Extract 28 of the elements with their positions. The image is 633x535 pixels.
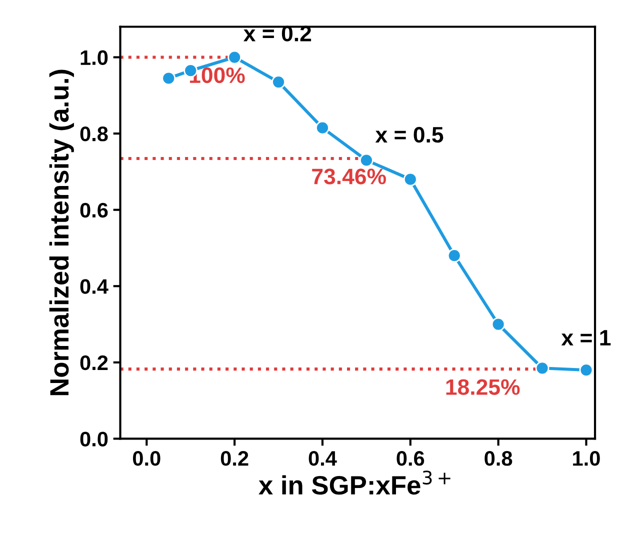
y-tick-label: 1.0 (80, 50, 108, 66)
point (316, 120, 330, 135)
point (359, 153, 374, 168)
point (403, 172, 418, 186)
y-axis-title: Normalized intensity (a.u.) (49, 70, 74, 396)
y-tick-label: 0.4 (80, 279, 108, 294)
point (272, 75, 286, 90)
x-tick-label: 0.2 (220, 451, 248, 466)
x-tick-label: 0.0 (132, 451, 160, 466)
ref-line-label: 73.46% (312, 168, 386, 184)
y-tick-label: 0.0 (80, 432, 108, 446)
point (228, 50, 242, 64)
annotation: x = 1 (561, 330, 611, 346)
point (491, 317, 506, 332)
x-tick-label: 0.6 (396, 451, 424, 466)
x-tick-label: 0.8 (484, 451, 512, 466)
ref-line-label: 18.25% (446, 379, 520, 395)
y-tick-label: 0.6 (80, 202, 108, 218)
point (579, 363, 594, 377)
y-tick-label: 0.8 (80, 126, 108, 142)
point (162, 71, 176, 86)
x-tick-label: 1.0 (573, 451, 600, 466)
point (535, 361, 550, 376)
annotation: x = 0.5 (375, 126, 444, 143)
y-tick-label: 0.2 (80, 355, 108, 370)
x-tick-label: 0.4 (308, 451, 337, 466)
point (447, 248, 462, 263)
x-axis-title: x in SGP:xFe$^{3+}$ (258, 470, 450, 495)
